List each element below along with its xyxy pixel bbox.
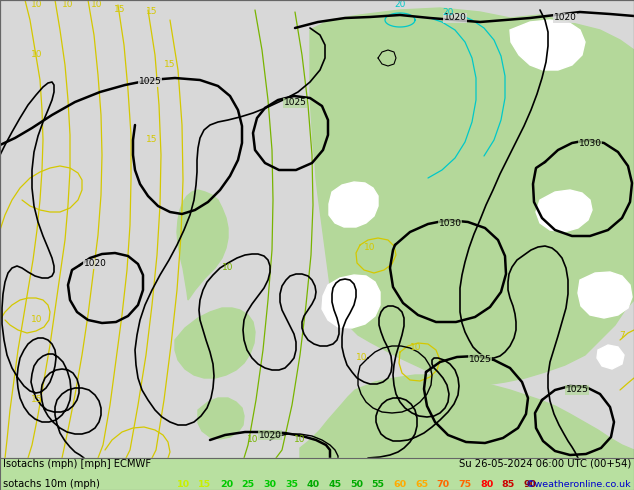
Text: 15: 15 <box>31 395 42 405</box>
Text: 70: 70 <box>437 480 450 489</box>
Polygon shape <box>510 20 585 70</box>
Text: 10: 10 <box>365 244 376 252</box>
Text: Isotachs (mph) [mph] ECMWF: Isotachs (mph) [mph] ECMWF <box>3 459 151 469</box>
Text: 90: 90 <box>524 480 536 489</box>
Text: 50: 50 <box>350 480 363 489</box>
Text: 10: 10 <box>356 353 368 363</box>
Text: 10: 10 <box>247 436 259 444</box>
Polygon shape <box>300 375 634 458</box>
Text: 55: 55 <box>372 480 385 489</box>
Polygon shape <box>175 308 255 378</box>
Polygon shape <box>322 275 380 328</box>
Text: Su 26-05-2024 06:00 UTC (00+54): Su 26-05-2024 06:00 UTC (00+54) <box>459 459 631 469</box>
Text: 80: 80 <box>480 480 493 489</box>
Text: 1030: 1030 <box>578 139 602 147</box>
Text: 10: 10 <box>223 264 234 272</box>
Text: 1020: 1020 <box>84 260 107 269</box>
Text: 10: 10 <box>62 0 74 9</box>
Polygon shape <box>198 398 244 439</box>
Text: 10: 10 <box>91 0 103 9</box>
Text: 10: 10 <box>31 0 42 9</box>
Text: 20: 20 <box>443 8 454 18</box>
Text: 15: 15 <box>164 60 176 70</box>
Text: 15: 15 <box>146 136 158 145</box>
Text: 15: 15 <box>146 7 158 17</box>
Text: 45: 45 <box>328 480 341 489</box>
Text: 1020: 1020 <box>259 431 281 440</box>
Polygon shape <box>329 182 378 227</box>
Text: 1020: 1020 <box>444 14 467 23</box>
Text: 10: 10 <box>31 50 42 59</box>
Text: 75: 75 <box>458 480 472 489</box>
Text: 65: 65 <box>415 480 428 489</box>
Polygon shape <box>177 190 228 300</box>
Text: 7: 7 <box>619 330 625 340</box>
Text: 10: 10 <box>31 316 42 324</box>
Text: ©weatheronline.co.uk: ©weatheronline.co.uk <box>526 480 631 489</box>
Text: 1025: 1025 <box>566 386 588 394</box>
Text: 85: 85 <box>501 480 515 489</box>
Text: 1025: 1025 <box>283 98 306 107</box>
Text: 60: 60 <box>393 480 406 489</box>
Text: 20: 20 <box>220 480 233 489</box>
Polygon shape <box>310 8 634 385</box>
Text: 25: 25 <box>242 480 255 489</box>
Text: 1030: 1030 <box>439 219 462 227</box>
Text: 10: 10 <box>294 436 306 444</box>
Text: 20: 20 <box>394 0 406 9</box>
Text: sotachs 10m (mph): sotachs 10m (mph) <box>3 479 100 489</box>
Text: 10: 10 <box>410 343 422 351</box>
Polygon shape <box>597 345 624 369</box>
Text: 15: 15 <box>198 480 211 489</box>
Text: 35: 35 <box>285 480 298 489</box>
Text: 1020: 1020 <box>553 14 576 23</box>
Text: 1025: 1025 <box>469 354 491 364</box>
Polygon shape <box>578 272 632 318</box>
Text: 30: 30 <box>263 480 276 489</box>
Polygon shape <box>536 190 592 232</box>
Text: 40: 40 <box>307 480 320 489</box>
Text: 1025: 1025 <box>139 77 162 87</box>
Text: 15: 15 <box>114 5 126 15</box>
Text: 10: 10 <box>176 480 190 489</box>
Bar <box>0 458 634 490</box>
